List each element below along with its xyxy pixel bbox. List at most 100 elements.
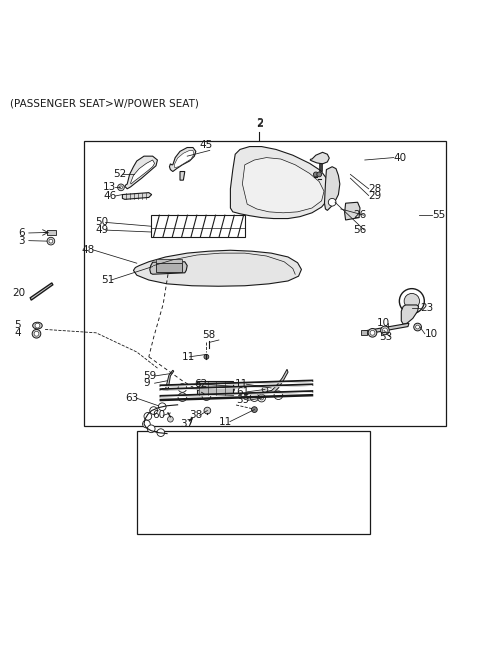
- Polygon shape: [267, 369, 288, 393]
- Circle shape: [157, 429, 165, 436]
- Polygon shape: [169, 148, 196, 171]
- Circle shape: [147, 425, 155, 433]
- Polygon shape: [345, 202, 360, 220]
- Text: 63: 63: [125, 393, 138, 403]
- Text: 26: 26: [353, 210, 366, 220]
- Text: 2: 2: [256, 119, 263, 129]
- Bar: [156, 263, 182, 272]
- Polygon shape: [122, 193, 152, 199]
- Polygon shape: [324, 167, 340, 211]
- Text: 6: 6: [18, 228, 25, 238]
- Polygon shape: [131, 160, 155, 184]
- Text: 50: 50: [95, 217, 108, 228]
- Circle shape: [150, 407, 157, 415]
- Circle shape: [49, 239, 53, 243]
- Text: 58: 58: [203, 330, 216, 340]
- Polygon shape: [362, 323, 409, 335]
- Bar: [197, 380, 233, 395]
- Text: 48: 48: [82, 245, 95, 255]
- Text: 51: 51: [101, 275, 114, 285]
- Text: 5: 5: [14, 320, 21, 330]
- Circle shape: [258, 394, 265, 402]
- Text: (PASSENGER SEAT>W/POWER SEAT): (PASSENGER SEAT>W/POWER SEAT): [10, 98, 198, 108]
- Text: 13: 13: [103, 182, 117, 192]
- Bar: [151, 215, 245, 237]
- Polygon shape: [310, 152, 329, 164]
- Text: 40: 40: [394, 153, 407, 163]
- Text: 29: 29: [369, 190, 382, 201]
- Text: 61: 61: [236, 387, 250, 397]
- Polygon shape: [175, 150, 194, 168]
- Circle shape: [158, 403, 166, 411]
- Circle shape: [262, 386, 268, 392]
- Circle shape: [204, 407, 211, 414]
- Bar: [84, 141, 446, 426]
- Bar: [156, 259, 182, 263]
- Circle shape: [34, 331, 39, 336]
- Circle shape: [313, 172, 318, 177]
- Text: 60: 60: [153, 411, 166, 420]
- Text: 23: 23: [420, 303, 433, 313]
- Text: 55: 55: [432, 210, 445, 220]
- Polygon shape: [150, 262, 187, 274]
- Text: 52: 52: [113, 169, 126, 179]
- Circle shape: [250, 393, 259, 401]
- Circle shape: [204, 354, 209, 359]
- Circle shape: [32, 329, 41, 338]
- Circle shape: [404, 293, 420, 309]
- Circle shape: [317, 172, 322, 177]
- Text: 28: 28: [369, 184, 382, 194]
- Circle shape: [35, 323, 40, 328]
- Circle shape: [274, 391, 283, 400]
- Circle shape: [383, 328, 387, 333]
- Circle shape: [178, 384, 187, 392]
- Polygon shape: [30, 283, 53, 300]
- Circle shape: [381, 326, 389, 335]
- Text: 11: 11: [181, 352, 195, 362]
- Text: 59: 59: [143, 371, 156, 381]
- Text: 56: 56: [353, 224, 366, 235]
- Text: 10: 10: [377, 318, 390, 328]
- Circle shape: [168, 417, 173, 422]
- Text: 2: 2: [256, 118, 263, 129]
- Text: 11: 11: [219, 417, 232, 426]
- Bar: [151, 215, 245, 237]
- Ellipse shape: [33, 322, 42, 329]
- Circle shape: [368, 329, 377, 337]
- Circle shape: [120, 186, 122, 189]
- Circle shape: [143, 420, 150, 428]
- Circle shape: [260, 396, 264, 400]
- Text: 38: 38: [189, 411, 203, 420]
- Text: 45: 45: [200, 140, 213, 150]
- Text: 20: 20: [12, 289, 25, 298]
- Circle shape: [144, 413, 152, 420]
- Text: 37: 37: [180, 419, 193, 429]
- Circle shape: [416, 325, 420, 329]
- Text: 10: 10: [425, 329, 438, 338]
- Circle shape: [202, 382, 211, 391]
- Circle shape: [370, 331, 375, 335]
- Polygon shape: [180, 171, 185, 180]
- Polygon shape: [242, 157, 324, 213]
- Circle shape: [118, 184, 124, 191]
- Text: 4: 4: [14, 328, 21, 338]
- Circle shape: [252, 407, 257, 413]
- Circle shape: [226, 384, 235, 393]
- Bar: [47, 230, 56, 235]
- Polygon shape: [133, 250, 301, 286]
- Text: 53: 53: [379, 332, 393, 342]
- Text: 39: 39: [236, 396, 250, 405]
- Circle shape: [202, 392, 211, 400]
- Polygon shape: [125, 156, 157, 189]
- Text: 62: 62: [194, 379, 208, 389]
- Bar: [361, 331, 367, 335]
- Text: 49: 49: [95, 225, 108, 235]
- Text: 11: 11: [235, 379, 249, 389]
- Polygon shape: [230, 146, 330, 218]
- Polygon shape: [162, 370, 174, 390]
- Text: 46: 46: [103, 191, 117, 201]
- Text: 9: 9: [143, 379, 150, 388]
- Circle shape: [328, 198, 336, 206]
- Text: 3: 3: [18, 236, 25, 245]
- Circle shape: [178, 393, 187, 401]
